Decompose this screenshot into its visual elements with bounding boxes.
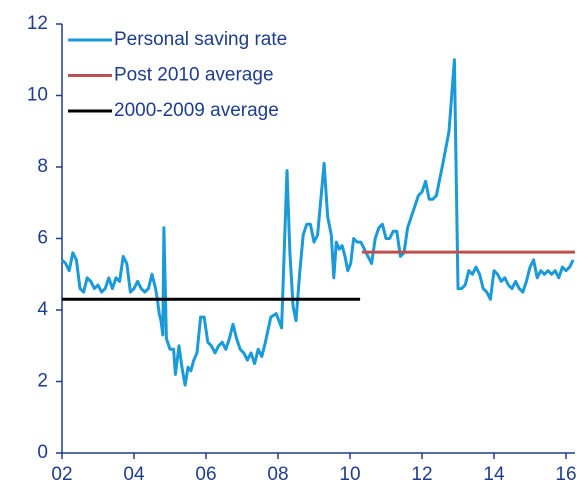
x-tick-label: 02: [51, 464, 72, 485]
legend-label: 2000-2009 average: [114, 100, 279, 121]
y-tick-label: 4: [37, 299, 48, 320]
x-tick-label: 16: [555, 464, 576, 485]
x-tick-label: 14: [483, 464, 505, 485]
y-tick-label: 10: [27, 85, 48, 106]
x-tick-label: 06: [195, 464, 216, 485]
x-tick-label: 10: [339, 464, 360, 485]
y-tick-label: 6: [37, 228, 48, 249]
y-tick-label: 2: [37, 371, 48, 392]
y-tick-label: 8: [37, 156, 48, 177]
x-tick-label: 12: [411, 464, 432, 485]
x-tick-label: 04: [123, 464, 145, 485]
series-line: [60, 58, 575, 387]
y-tick-label: 0: [37, 442, 48, 463]
x-tick-label: 08: [267, 464, 288, 485]
legend-label: Personal saving rate: [114, 29, 287, 50]
legend-label: Post 2010 average: [114, 65, 274, 86]
y-tick-label: 12: [27, 13, 48, 34]
